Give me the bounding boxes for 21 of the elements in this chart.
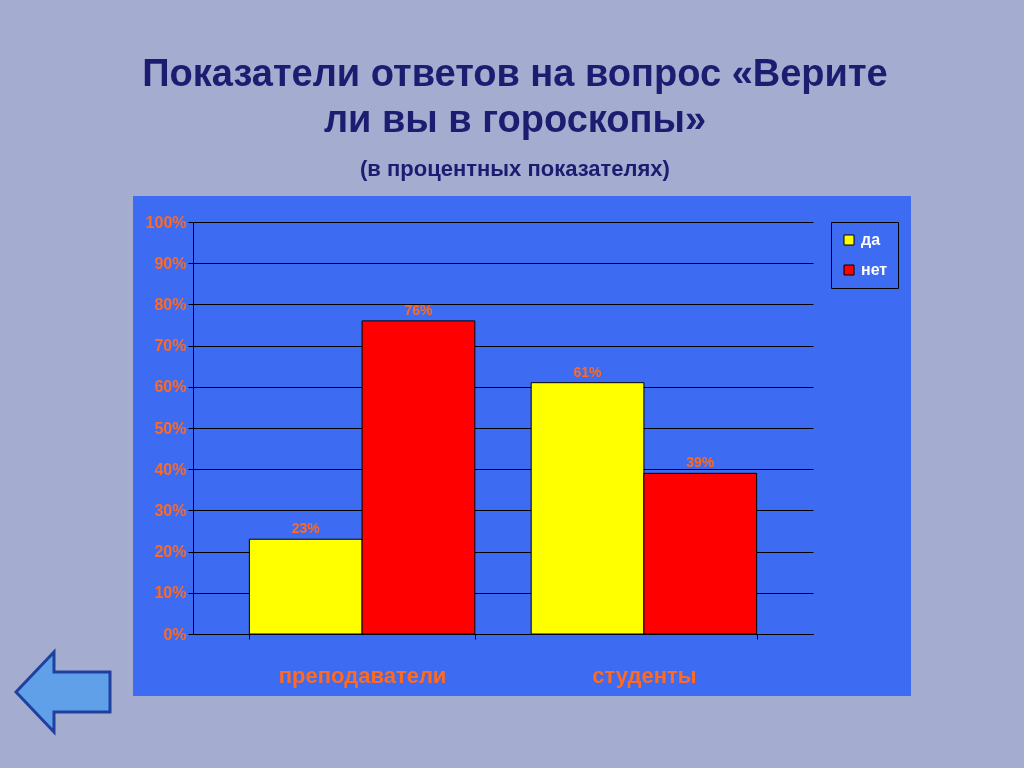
y-tick-label: 70%	[154, 337, 187, 355]
y-tick-label: 20%	[154, 543, 187, 561]
legend-label: нет	[861, 261, 888, 278]
y-tick-label: 80%	[154, 295, 187, 313]
y-tick-label: 30%	[154, 501, 187, 519]
data-label: 76%	[404, 301, 434, 318]
y-tick-label: 10%	[154, 584, 187, 602]
y-tick-label: 50%	[154, 419, 187, 437]
y-tick-label: 40%	[154, 460, 187, 478]
data-label: 23%	[291, 520, 321, 537]
y-tick-label: 90%	[154, 254, 187, 272]
legend-label: да	[861, 231, 881, 248]
x-tick-label: студенты	[592, 662, 697, 688]
y-tick-label: 60%	[154, 378, 187, 396]
data-label: 39%	[686, 454, 715, 471]
y-tick-label: 0%	[163, 625, 187, 643]
chart-subtitle: (в процентных показателях)	[359, 156, 671, 182]
data-label: 61%	[573, 363, 603, 380]
x-tick-label: преподаватели	[278, 662, 447, 688]
y-tick-label: 100%	[145, 213, 187, 231]
chart-title: Показатели ответов на вопрос «Верите ли вы в гороскопы»	[141, 51, 889, 142]
